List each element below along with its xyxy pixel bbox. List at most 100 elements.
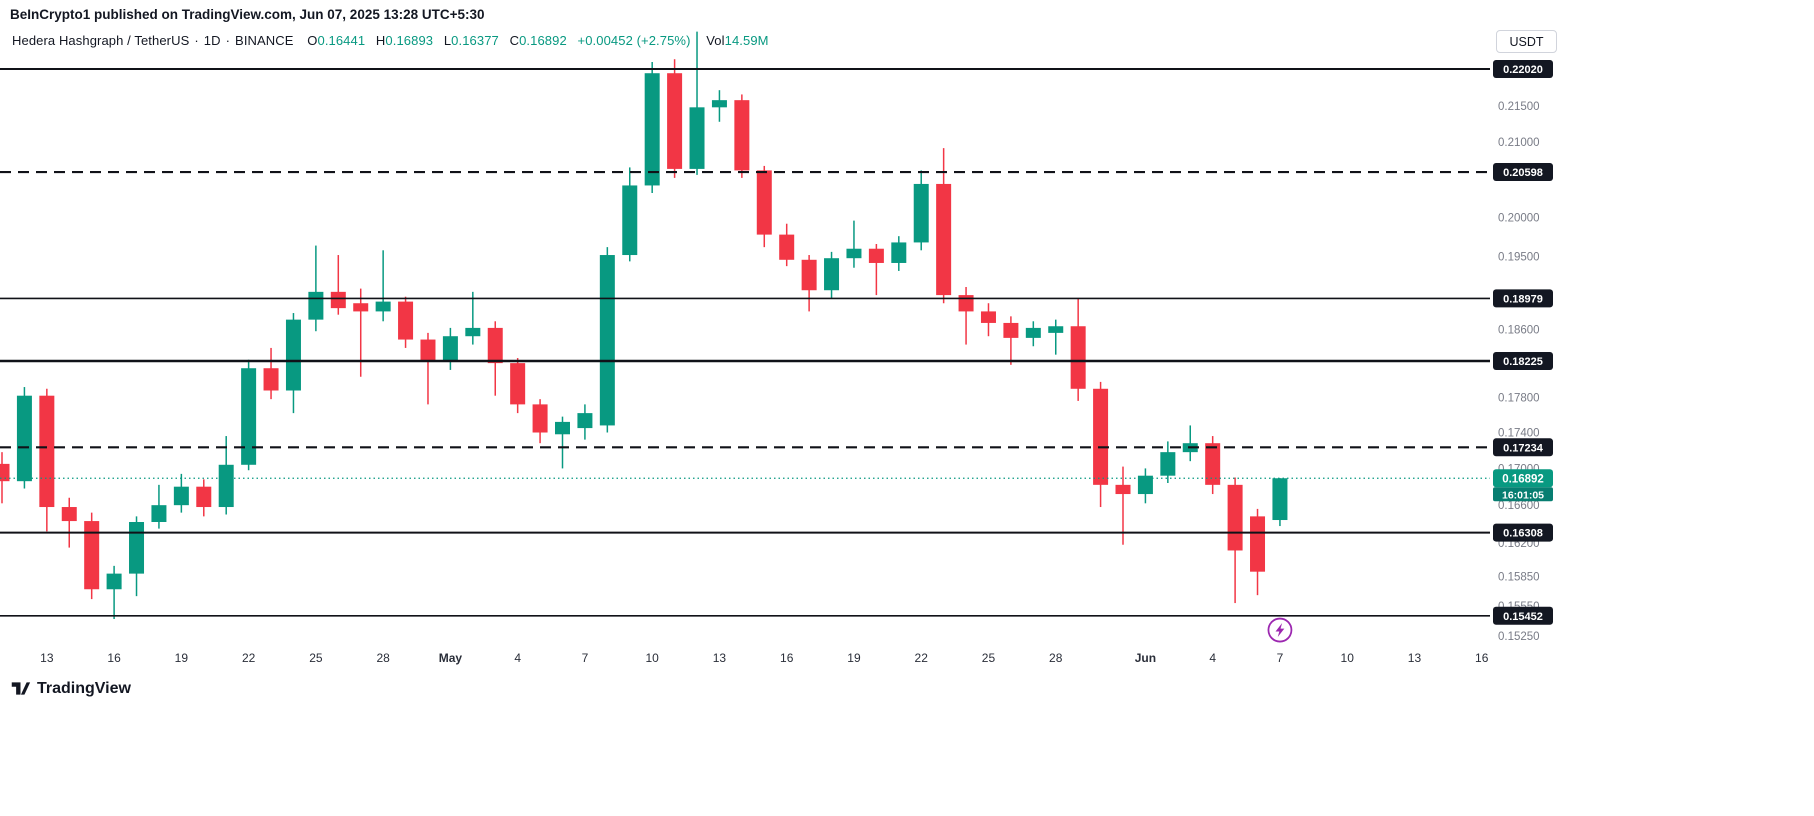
candle-body — [532, 404, 548, 433]
price-level-badge-text: 0.22020 — [1503, 64, 1543, 76]
ohlc-low: L0.16377 — [443, 33, 499, 48]
legend-separator: · — [194, 33, 199, 48]
time-tick-label: 19 — [847, 651, 861, 665]
price-tick-label: 0.17800 — [1498, 392, 1540, 404]
price-level-badge-text: 0.15452 — [1503, 611, 1543, 623]
ohlc-high: H0.16893 — [375, 33, 434, 48]
candle-body — [129, 522, 145, 574]
candle-body — [891, 242, 907, 263]
candle-body — [644, 73, 660, 186]
candle-body — [868, 248, 884, 263]
tradingview-icon — [10, 678, 31, 699]
candle-body — [689, 107, 705, 169]
candle-body — [779, 234, 795, 260]
ohlc-open: O0.16441 — [307, 33, 366, 48]
price-tick-label: 0.18600 — [1498, 325, 1540, 337]
exchange-label: BINANCE — [235, 33, 294, 48]
time-tick-label: Jun — [1135, 651, 1156, 665]
candle-body — [958, 295, 974, 312]
price-level-badge-text: 0.20598 — [1503, 167, 1543, 179]
candle-body — [824, 258, 840, 291]
candle-body — [555, 421, 570, 435]
candle-body — [218, 464, 234, 508]
candle-body — [285, 319, 301, 391]
currency-toggle-button[interactable]: USDT — [1496, 30, 1557, 53]
time-tick-label: 28 — [1049, 651, 1063, 665]
candle-body — [353, 303, 369, 312]
candle-body — [465, 327, 481, 337]
time-tick-label: 28 — [376, 651, 390, 665]
candle-body — [1025, 327, 1041, 338]
candle-body — [442, 336, 458, 362]
candle-body — [0, 463, 10, 482]
candlestick-chart[interactable]: 0.21500 0.21000 0.20000 0.19500 0.18600 0.178… — [0, 0, 1560, 700]
time-axis[interactable]: 13 16 19 22 25 28 May 4 7 10 13 16 19 22 25 28 Jun 4 7 10 13… — [40, 651, 1489, 665]
candle-body — [420, 339, 436, 362]
candle-body — [711, 100, 727, 108]
time-tick-label: 13 — [40, 651, 54, 665]
time-tick-label: 7 — [582, 651, 589, 665]
time-tick-label: May — [439, 651, 463, 665]
legend-separator: · — [225, 33, 231, 48]
volume-label: Vol — [706, 33, 725, 48]
change-value: +0.00452 (+2.75%) — [577, 33, 691, 48]
chart-legend: Hedera Hashgraph / TetherUS · 1D · BINANCE O… — [12, 33, 769, 48]
candle-body — [151, 505, 167, 523]
attribution-text: BeInCrypto1 published on TradingView.com… — [10, 7, 485, 22]
candle-body — [196, 486, 212, 508]
time-tick-label: 13 — [1408, 651, 1422, 665]
candle-body — [487, 327, 503, 364]
candle-body — [1003, 322, 1019, 338]
price-level-badge — [1493, 438, 1553, 457]
candle-body — [599, 255, 615, 426]
candle-body — [16, 395, 32, 482]
price-level-badge-text: 0.16308 — [1503, 528, 1543, 540]
lightning-marker-bolt — [1275, 623, 1285, 638]
price-level-badge-text: 0.18225 — [1503, 356, 1543, 368]
price-tick-label: 0.20000 — [1498, 213, 1540, 225]
price-level-badge-text: 0.18979 — [1503, 293, 1543, 305]
candle-body — [1205, 443, 1221, 485]
candle-body — [846, 248, 862, 259]
price-tick-label: 0.15850 — [1498, 572, 1540, 584]
volume-value: 14.59M — [724, 33, 769, 48]
candle-body — [241, 368, 257, 465]
candle-body — [106, 573, 122, 590]
candle-body — [84, 521, 100, 590]
price-level-badge — [1493, 606, 1553, 625]
candle-body — [398, 301, 414, 340]
symbol-title[interactable]: Hedera Hashgraph / TetherUS — [12, 33, 190, 48]
time-tick-label: 25 — [982, 651, 996, 665]
ohlc-close: C0.16892 — [509, 33, 567, 48]
time-tick-label: 13 — [713, 651, 727, 665]
candle-body — [308, 291, 324, 320]
candle-body — [577, 413, 593, 429]
candle-countdown-badge — [1493, 487, 1553, 502]
candle-body — [39, 395, 55, 508]
price-level-lines — [0, 68, 1490, 617]
time-tick-label: 10 — [646, 651, 660, 665]
price-tick-label: 0.21500 — [1498, 101, 1540, 113]
candle-body — [756, 170, 772, 235]
price-tick-label: 0.19500 — [1498, 252, 1540, 264]
candle-body — [980, 311, 996, 323]
price-level-badge-text: 0.17234 — [1503, 442, 1544, 454]
candle-body — [734, 100, 750, 171]
time-tick-label: 25 — [309, 651, 323, 665]
candle-body — [173, 486, 189, 506]
candle-body — [375, 301, 391, 312]
candle-body — [936, 183, 952, 296]
candle-body — [1227, 484, 1243, 551]
candle-body — [1250, 516, 1266, 572]
time-tick-label: 4 — [514, 651, 521, 665]
time-tick-label: 10 — [1341, 651, 1355, 665]
tradingview-logo[interactable]: TradingView — [10, 678, 131, 699]
candle-body — [1093, 388, 1109, 485]
interval-label[interactable]: 1D — [203, 33, 221, 48]
price-level-badge — [1493, 163, 1553, 182]
price-level-badge — [1493, 289, 1553, 308]
candle-body — [263, 368, 279, 391]
price-level-badge — [1493, 352, 1553, 371]
time-tick-label: 16 — [107, 651, 121, 665]
price-axis[interactable]: 0.21500 0.21000 0.20000 0.19500 0.18600 0.178… — [1493, 60, 1553, 643]
